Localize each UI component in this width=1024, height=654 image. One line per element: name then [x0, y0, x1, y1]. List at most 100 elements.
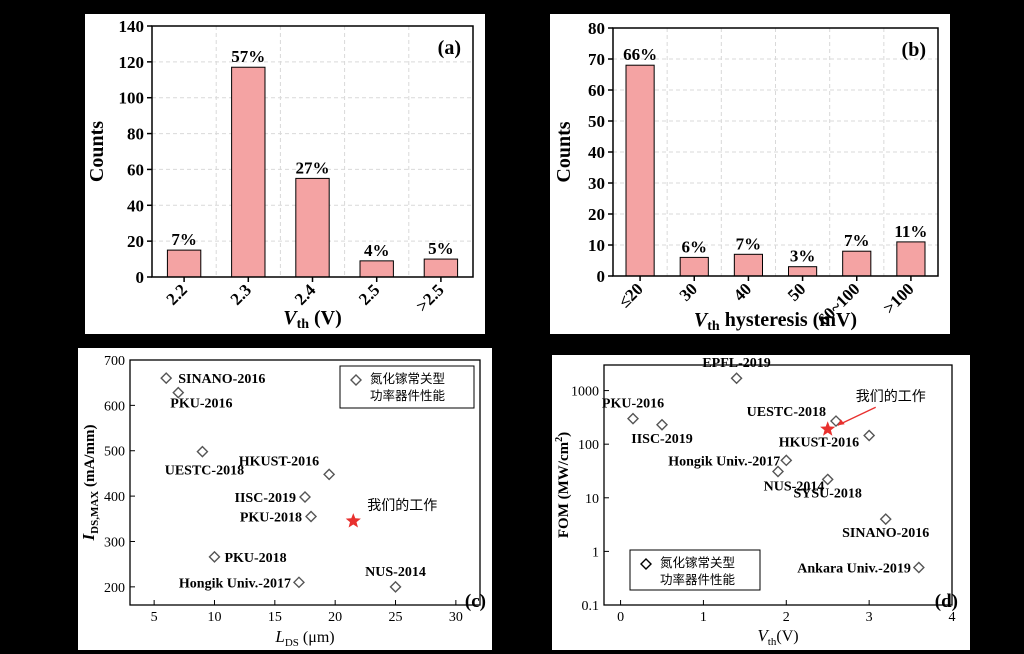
- y-tick-label: 80: [127, 125, 144, 144]
- x-tick-label: 15: [268, 610, 282, 625]
- y-tick-label: 300: [104, 535, 125, 550]
- x-tick-label: >2.5: [412, 280, 447, 315]
- y-axis-label: Counts: [553, 121, 575, 182]
- data-point: [879, 513, 892, 526]
- x-tick-label: 30: [676, 279, 701, 304]
- highlight-label: 我们的工作: [367, 498, 437, 514]
- legend-marker: [350, 374, 362, 386]
- x-tick-label: 1: [700, 610, 707, 625]
- data-point: [305, 510, 318, 523]
- highlight-star: [820, 421, 836, 436]
- data-point: [730, 372, 743, 385]
- x-tick-label: 3: [866, 610, 873, 625]
- point-label: UESTC-2018: [165, 464, 244, 479]
- x-tick-label: 50: [784, 279, 809, 304]
- bar: [842, 250, 872, 277]
- bar-data-label: 27%: [296, 158, 330, 177]
- bar: [896, 241, 926, 277]
- plot-frame: [151, 25, 474, 278]
- point-label: SINANO-2016: [842, 526, 929, 541]
- data-point: [323, 468, 336, 481]
- bar: [166, 249, 202, 278]
- y-tick-label: 1: [592, 545, 599, 560]
- y-tick-label: 40: [127, 196, 144, 215]
- panel-c: 5 10 15 20 25 30 200 300 400 500 600 700 SINANO-2016…: [78, 348, 492, 650]
- point-label: IISC-2019: [631, 432, 692, 447]
- bar: [625, 64, 655, 277]
- y-tick-label: 500: [104, 445, 125, 460]
- y-tick-label: 60: [127, 160, 144, 179]
- x-axis-label: LDS (μm): [274, 627, 334, 649]
- x-axis-label: Vth hysteresis (mV): [694, 309, 857, 334]
- y-axis-label: Counts: [86, 121, 108, 182]
- y-tick-label: 120: [119, 53, 145, 72]
- y-tick-label: 10: [585, 492, 599, 507]
- arrow-head: [837, 419, 845, 426]
- x-tick-label: 40: [730, 279, 755, 304]
- data-point: [196, 445, 209, 458]
- bar-data-label: 3%: [790, 247, 816, 266]
- y-tick-label: 70: [588, 50, 605, 69]
- bar-data-label: 4%: [364, 241, 390, 260]
- y-tick-label: 140: [119, 17, 145, 36]
- point-label: SINANO-2016: [178, 372, 265, 387]
- y-tick-label: 80: [588, 19, 605, 38]
- bar: [733, 253, 763, 277]
- y-tick-label: 50: [588, 112, 605, 131]
- data-point: [863, 429, 876, 442]
- bar: [231, 66, 266, 278]
- x-tick-label: 2.5: [355, 280, 383, 308]
- point-label: PKU-2016: [170, 397, 232, 412]
- panel-label: (b): [902, 39, 926, 61]
- point-label: Hongik Univ.-2017: [668, 454, 780, 469]
- point-label: IISC-2019: [235, 491, 296, 506]
- panel-label: (a): [438, 37, 461, 59]
- data-point: [292, 576, 305, 589]
- legend-text: 氮化镓常关型功率器件性能: [370, 371, 446, 403]
- x-tick-label: 10: [207, 610, 221, 625]
- x-tick-label: 25: [389, 610, 403, 625]
- x-tick-label: >100: [879, 279, 917, 317]
- panel-d: 0 1 2 3 4 0.1 1 10 100 1000 EPFL-2019 PKU-2016 IISC-…: [552, 355, 970, 650]
- point-label: HKUST-2016: [239, 454, 319, 469]
- y-tick-label: 20: [588, 205, 605, 224]
- y-tick-label: 1000: [571, 385, 599, 400]
- data-point: [160, 372, 173, 385]
- data-point: [299, 491, 311, 504]
- highlight-label: 我们的工作: [856, 389, 926, 405]
- x-axis-label: Vth (V): [283, 307, 342, 332]
- y-tick-label: 700: [104, 354, 125, 369]
- data-point: [821, 473, 834, 486]
- point-label: SYSU-2018: [793, 486, 861, 501]
- point-label: PKU-2018: [240, 511, 302, 526]
- bar: [423, 258, 459, 278]
- data-point: [172, 386, 185, 399]
- y-tick-label: 40: [588, 143, 605, 162]
- point-label: UESTC-2018: [747, 405, 826, 420]
- panel-b: 66% ≤20 6% 30 7% 40 3% 50 7% 60~100 11% >100 0 10 20 30…: [550, 14, 950, 334]
- bar-data-label: 6%: [682, 237, 708, 256]
- panel-label: (d): [935, 591, 958, 612]
- y-tick-label: 0: [136, 268, 145, 287]
- y-tick-label: 0.1: [582, 599, 600, 614]
- panel-a: 7% 2.2 57% 2.3 27% 2.4 4% 2.5 5% >2.5 0 20 40 60 80 100…: [85, 14, 485, 334]
- data-point: [772, 465, 784, 478]
- bar-data-label: 66%: [623, 45, 657, 64]
- x-tick-label: 4: [949, 610, 956, 625]
- plot-frame: [612, 27, 939, 277]
- point-label: HKUST-2016: [779, 436, 859, 451]
- x-tick-label: 30: [449, 610, 463, 625]
- y-tick-label: 60: [588, 81, 605, 100]
- point-label: EPFL-2019: [702, 356, 770, 371]
- point-label: Ankara Univ.-2019: [797, 562, 911, 577]
- highlight-star: [345, 513, 361, 528]
- y-tick-label: 100: [119, 89, 145, 108]
- y-tick-label: 20: [127, 232, 144, 251]
- x-tick-label: 5: [151, 610, 158, 625]
- y-tick-label: 30: [588, 174, 605, 193]
- data-point: [389, 580, 402, 593]
- y-tick-label: 200: [104, 581, 125, 596]
- bar-data-label: 5%: [428, 239, 454, 258]
- chart-b: 66%≤206%307%403%507%60~10011%>1000102030…: [553, 19, 939, 334]
